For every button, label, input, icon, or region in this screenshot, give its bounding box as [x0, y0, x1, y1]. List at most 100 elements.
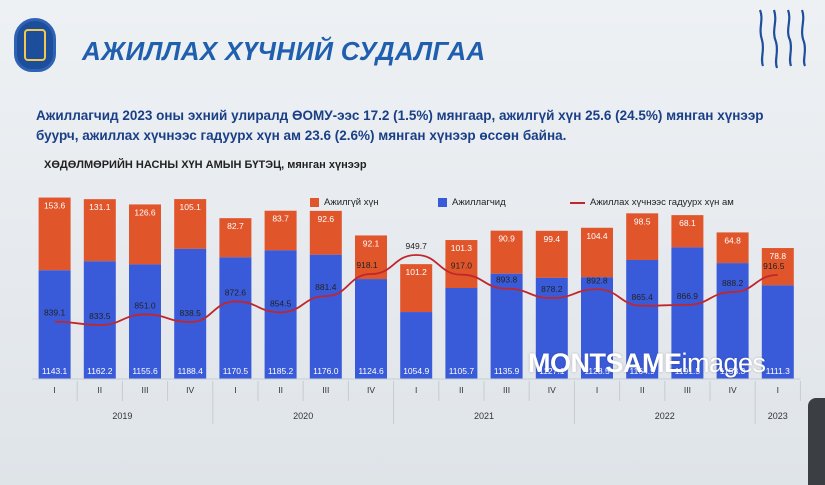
quarter-tick-label: II: [640, 385, 645, 395]
unemployed-value-label: 153.6: [44, 201, 66, 211]
bar-employed: [129, 264, 161, 379]
bar-unemployed: [445, 240, 478, 289]
bar-employed: [445, 288, 478, 379]
bar-employed: [671, 247, 704, 379]
outside-value-label: 917.0: [451, 261, 473, 271]
outside-value-label: 833.5: [89, 311, 111, 321]
legend-outside-labor-label: Ажиллах хүчнээс гадуурх хүн ам: [590, 197, 734, 208]
year-label: 2021: [474, 411, 494, 421]
unemployed-value-label: 101.3: [451, 243, 473, 253]
bar-unemployed: [219, 218, 252, 258]
quarter-tick-label: II: [278, 385, 283, 395]
bar-employed: [38, 270, 71, 379]
bar-employed: [174, 248, 207, 379]
unemployed-value-label: 104.4: [586, 231, 608, 241]
bar-employed: [219, 257, 252, 379]
legend-employed: Ажиллагчид: [438, 197, 506, 208]
legend-unemployed-swatch: [310, 198, 319, 207]
employed-value-label: 1185.2: [268, 366, 294, 376]
unemployed-value-label: 82.7: [227, 221, 244, 231]
unemployed-value-label: 126.6: [134, 207, 156, 217]
quarter-tick-label: II: [97, 385, 102, 395]
outside-value-label: 881.4: [315, 282, 337, 292]
unemployed-value-label: 68.1: [679, 218, 696, 228]
employed-value-label: 1143.1: [42, 366, 68, 376]
employed-value-label: 1170.5: [223, 366, 249, 376]
quarter-tick-label: I: [777, 385, 779, 395]
outside-value-label: 893.8: [496, 275, 518, 285]
quarter-tick-label: IV: [548, 385, 556, 395]
employed-value-label: 1176.0: [313, 366, 339, 376]
bar-employed: [264, 250, 297, 379]
bar-unemployed: [129, 204, 161, 265]
employed-value-label: 1105.7: [449, 366, 475, 376]
soyombo-emblem-icon: [14, 18, 56, 72]
employed-value-label: 1164.9: [630, 366, 656, 376]
bar-unemployed: [581, 227, 613, 278]
unemployed-value-label: 64.8: [724, 235, 741, 245]
bar-unemployed: [83, 199, 116, 262]
unemployed-value-label: 92.1: [363, 238, 380, 248]
unemployed-value-label: 78.8: [770, 251, 787, 261]
unemployed-value-label: 99.4: [544, 234, 561, 244]
bar-employed: [309, 254, 342, 379]
unemployed-value-label: 92.6: [318, 214, 335, 224]
unemployed-value-label: 131.1: [89, 202, 111, 212]
quarter-tick-label: III: [141, 385, 148, 395]
bar-unemployed: [309, 210, 342, 255]
bar-employed: [535, 277, 568, 379]
outside-value-label: 872.6: [225, 287, 247, 297]
unemployed-value-label: 98.5: [634, 216, 651, 226]
outside-value-label: 839.1: [44, 308, 66, 318]
outside-value-label: 866.9: [677, 291, 699, 301]
bar-unemployed: [671, 215, 704, 248]
year-label: 2023: [768, 411, 788, 421]
bar-employed: [83, 261, 116, 379]
bar-unemployed: [716, 232, 749, 264]
bar-employed: [400, 312, 433, 379]
legend-employed-swatch: [438, 198, 447, 207]
employed-value-label: 1191.5: [675, 366, 701, 376]
employed-value-label: 1155.6: [132, 366, 158, 376]
bar-employed: [581, 277, 613, 379]
unemployed-value-label: 90.9: [498, 234, 515, 244]
bar-employed: [761, 285, 794, 379]
outside-value-label: 916.5: [763, 261, 785, 271]
outside-value-label: 888.2: [722, 278, 744, 288]
employed-value-label: 1124.6: [358, 366, 384, 376]
chart-title: ХӨДӨЛМӨРИЙН НАСНЫ ХҮН АМЫН БҮТЭЦ, мянган…: [44, 159, 367, 171]
lamp-silhouette: [808, 398, 825, 485]
employed-value-label: 1054.9: [403, 366, 429, 376]
unemployed-value-label: 105.1: [180, 202, 202, 212]
quarter-tick-label: I: [596, 385, 598, 395]
summary-text: Ажиллагчид 2023 оны эхний улиралд ӨОМУ-э…: [36, 108, 764, 143]
quarter-tick-label: III: [322, 385, 329, 395]
quarter-tick-label: IV: [367, 385, 375, 395]
quarter-tick-label: I: [415, 385, 417, 395]
employed-value-label: 1162.2: [87, 366, 113, 376]
outside-value-label: 918.1: [356, 260, 378, 270]
quarter-tick-label: III: [503, 385, 510, 395]
bar-unemployed: [490, 230, 523, 274]
bar-unemployed: [626, 213, 659, 260]
outside-value-label: 949.7: [406, 241, 428, 251]
quarter-tick-label: IV: [186, 385, 194, 395]
outside-value-label: 892.8: [586, 275, 608, 285]
legend-outside-labor: Ажиллах хүчнээс гадуурх хүн ам: [570, 197, 734, 208]
employed-value-label: 1135.9: [494, 366, 520, 376]
slide-header: АЖИЛЛАХ ХҮЧНИЙ СУДАЛГАА: [0, 0, 825, 95]
bar-employed: [490, 273, 523, 379]
bar-unemployed: [400, 264, 433, 313]
employed-value-label: 1111.3: [766, 366, 790, 376]
mongolian-script-logo-icon: [758, 9, 807, 69]
outside-value-label: 865.4: [632, 292, 654, 302]
unemployed-value-label: 83.7: [272, 214, 289, 224]
bar-employed: [355, 279, 387, 379]
line-outside-labor: [54, 254, 778, 326]
unemployed-value-label: 101.2: [406, 267, 428, 277]
bar-employed: [626, 259, 659, 379]
bar-unemployed: [761, 248, 794, 286]
bar-unemployed: [535, 230, 568, 278]
